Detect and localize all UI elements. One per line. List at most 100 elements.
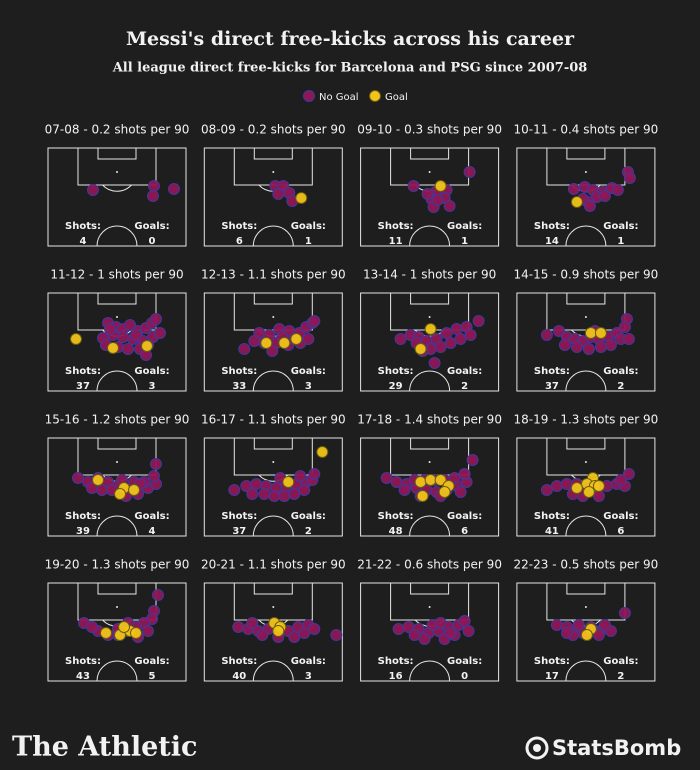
no-goal-dot (570, 341, 583, 353)
panel-title: 15-16 - 1.2 shots per 90 (45, 413, 190, 427)
no-goal-dot (540, 484, 553, 496)
panel-title: 16-17 - 1.1 shots per 90 (201, 413, 346, 427)
shots-value: 39 (76, 526, 90, 537)
six-yard-box (97, 582, 137, 595)
no-goal-dot (294, 470, 307, 482)
no-goal-dot (560, 478, 573, 490)
no-goal-dot (288, 488, 301, 500)
six-yard-box (253, 292, 293, 305)
goals-label: Goals: (134, 221, 169, 232)
shots-value: 6 (236, 236, 243, 247)
no-goal-dot (266, 345, 279, 357)
no-goal-dot (148, 180, 160, 192)
no-goal-dot (86, 482, 98, 494)
shots-label: Shots: (534, 221, 570, 232)
goal-dot (438, 486, 451, 498)
no-goal-dot (560, 627, 573, 639)
goals-label: Goals: (603, 221, 638, 232)
no-goal-dot (232, 621, 245, 633)
no-goal-dot (440, 327, 453, 339)
goals-value: 0 (461, 671, 468, 682)
shots-label: Shots: (534, 656, 570, 667)
panel-title: 09-10 - 0.3 shots per 90 (357, 123, 502, 137)
no-goal-dot (238, 343, 251, 355)
penalty-spot (272, 171, 275, 173)
goal-dot (416, 490, 429, 502)
goal-dot (100, 627, 112, 639)
shots-label: Shots: (65, 221, 101, 232)
penalty-spot (272, 606, 275, 608)
no-goal-dot (434, 617, 447, 629)
no-goal-dot (592, 629, 605, 641)
panel-title: 22-23 - 0.5 shots per 90 (514, 558, 659, 572)
panel-title: 13-14 - 1 shots per 90 (363, 268, 496, 282)
penalty-spot (116, 171, 118, 173)
six-yard-box (566, 582, 606, 595)
no-goal-dot (124, 319, 136, 331)
penalty-spot (428, 171, 431, 173)
shots-label: Shots: (221, 511, 257, 522)
no-goal-dot (130, 329, 142, 341)
no-goal-dot (567, 183, 580, 195)
penalty-spot (584, 606, 587, 608)
no-goal-dot (150, 458, 162, 470)
six-yard-box (253, 147, 293, 160)
no-goal-dot (572, 619, 585, 631)
goals-label: Goals: (291, 366, 326, 377)
centre-circle (565, 515, 607, 537)
goals-label: Goals: (447, 366, 482, 377)
shots-value: 48 (389, 526, 403, 537)
goals-value: 2 (461, 381, 468, 392)
shots-value: 11 (389, 236, 403, 247)
penalty-spot (272, 461, 275, 463)
no-goal-dot (428, 357, 441, 369)
no-goal-dot (308, 315, 321, 327)
goals-label: Goals: (291, 656, 326, 667)
no-goal-dot (592, 490, 605, 502)
goals-value: 6 (617, 526, 624, 537)
centre-circle (409, 660, 451, 682)
no-goal-dot (408, 629, 421, 641)
centre-circle (252, 225, 294, 247)
goal-dot (414, 343, 427, 355)
centre-circle (409, 515, 451, 537)
shots-value: 16 (389, 671, 403, 682)
goal-dot (128, 484, 140, 496)
goals-value: 4 (149, 526, 156, 537)
no-goal-dot (148, 470, 160, 482)
no-goal-dot (147, 190, 159, 202)
goals-value: 2 (617, 381, 624, 392)
goals-value: 2 (305, 526, 312, 537)
no-goal-dot (622, 333, 635, 345)
goals-label: Goals: (603, 366, 638, 377)
no-goal-dot (302, 333, 315, 345)
goal-dot (570, 196, 583, 208)
shots-label: Shots: (221, 221, 257, 232)
goal-dot (92, 474, 104, 486)
six-yard-box (97, 292, 137, 305)
goal-dot (434, 474, 447, 486)
no-goal-dot (104, 323, 116, 335)
no-goal-dot (168, 183, 180, 195)
no-goal-dot (246, 488, 259, 500)
no-goal-dot (540, 329, 553, 341)
panel-title: 08-09 - 0.2 shots per 90 (201, 123, 346, 137)
no-goal-dot (398, 484, 411, 496)
no-goal-dot (407, 180, 420, 192)
shots-value: 37 (232, 526, 246, 537)
six-yard-box (253, 582, 293, 595)
six-yard-box (410, 582, 450, 595)
legend-label: No Goal (319, 92, 359, 103)
no-goal-dot (228, 484, 241, 496)
no-goal-dot (598, 619, 611, 631)
no-goal-dot (72, 472, 84, 484)
no-goal-dot (444, 337, 457, 349)
panel-title: 10-11 - 0.4 shots per 90 (514, 123, 659, 137)
goal-dot (424, 474, 437, 486)
legend-label: Goal (385, 92, 408, 103)
no-goal-dot (463, 166, 476, 178)
no-goal-dot (298, 484, 311, 496)
no-goal-dot (458, 615, 471, 627)
shots-value: 41 (545, 526, 559, 537)
six-yard-box (253, 437, 293, 450)
